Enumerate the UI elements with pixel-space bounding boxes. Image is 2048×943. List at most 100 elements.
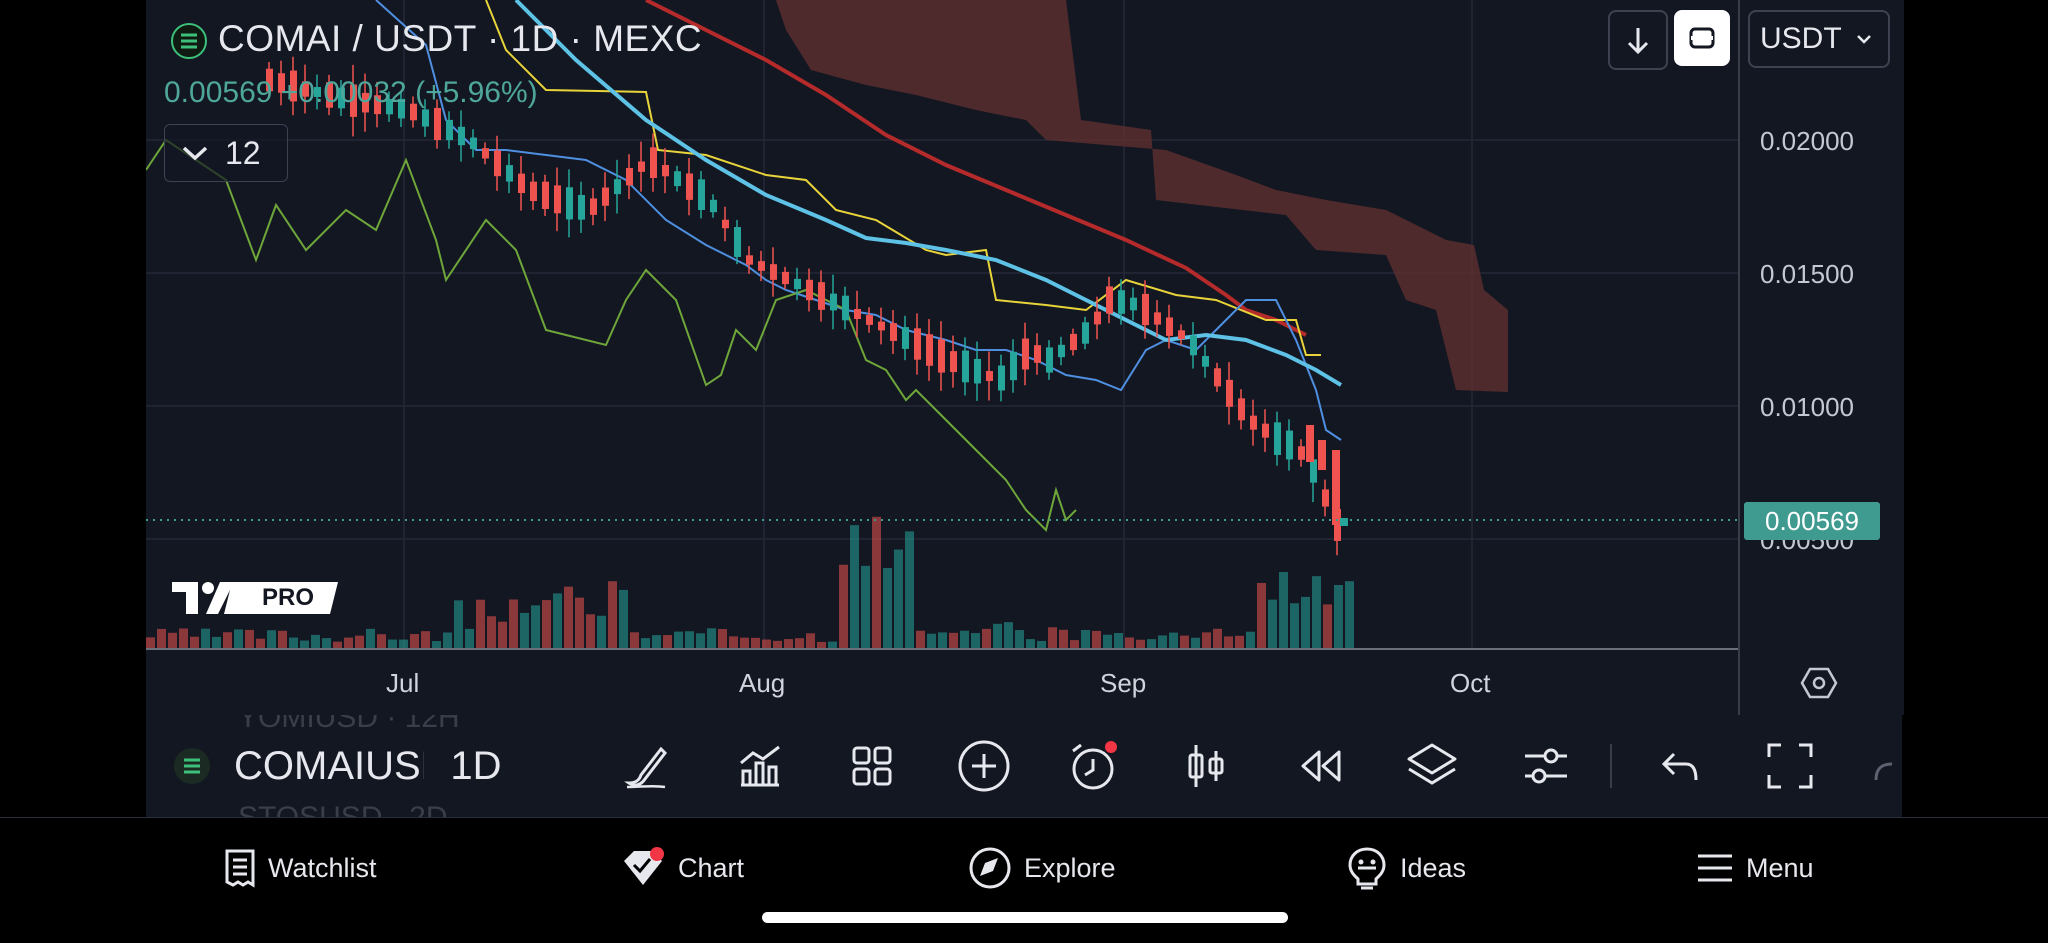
volume-bar	[916, 630, 925, 648]
price-tick: 0.01000	[1760, 392, 1854, 422]
volume-bar	[1301, 596, 1310, 648]
chart-icon	[624, 847, 664, 885]
volume-bar	[1345, 581, 1354, 648]
nav-ideas[interactable]: Ideas	[1346, 818, 1466, 918]
replay-icon[interactable]	[1290, 715, 1350, 817]
symbol-search-button[interactable]: COMAIUSDT	[234, 743, 424, 788]
candle-body	[398, 98, 405, 119]
volume-bar	[245, 629, 254, 648]
candle-body	[878, 321, 885, 331]
volume-bar	[905, 531, 914, 648]
price-tick: 0.01500	[1760, 259, 1854, 289]
symbol-logo-icon	[172, 715, 212, 817]
volume-bar	[1180, 635, 1189, 648]
candle-body	[482, 148, 489, 159]
candle-body	[1094, 311, 1101, 325]
candle-body	[962, 350, 969, 383]
candle-body	[1332, 450, 1340, 525]
volume-bar	[960, 630, 969, 648]
time-axis[interactable]: Jul Aug Sep Oct	[146, 648, 1738, 717]
nav-menu[interactable]: Menu	[1696, 818, 1814, 918]
chart-pane[interactable]	[146, 0, 1738, 648]
undo-icon[interactable]	[1650, 715, 1710, 817]
behind-watchlist-row: YOMIUSD · 12H	[238, 715, 460, 734]
add-icon[interactable]	[954, 715, 1014, 817]
candle-body	[1306, 425, 1314, 462]
chevron-down-icon	[165, 144, 225, 162]
volume-bar	[707, 628, 716, 648]
volume-bar	[1070, 640, 1079, 648]
candle-body	[806, 279, 813, 301]
alert-icon[interactable]	[1064, 715, 1124, 817]
grid	[146, 0, 1738, 648]
layout-grid-icon[interactable]	[842, 715, 902, 817]
volume-bar	[289, 637, 298, 648]
candle-body	[554, 185, 561, 214]
candlesticks	[266, 56, 1348, 556]
interval-button[interactable]: 1D	[450, 743, 502, 788]
candle-body	[770, 264, 777, 280]
currency-select[interactable]: USDT	[1748, 10, 1890, 68]
candle-body	[1166, 317, 1173, 336]
volume-bar	[234, 629, 243, 648]
volume-bar	[1246, 631, 1255, 648]
nav-watchlist[interactable]: Watchlist	[224, 818, 377, 918]
yellow-line	[485, 0, 1321, 356]
layers-icon[interactable]	[1402, 715, 1462, 817]
scale-settings-icon[interactable]	[1800, 666, 1838, 700]
chart-canvas[interactable]	[146, 0, 1738, 648]
volume-bar	[1213, 628, 1222, 648]
volume-bar	[1048, 627, 1057, 648]
volume-bar	[300, 640, 309, 648]
volume-bar	[784, 639, 793, 648]
month-label: Aug	[739, 668, 786, 698]
volume-bar	[1191, 637, 1200, 648]
candle-body	[746, 255, 753, 265]
candle-body	[758, 261, 765, 271]
month-label: Oct	[1450, 668, 1491, 698]
nav-label: Chart	[678, 852, 745, 883]
last-price-label: 0.00569	[1744, 502, 1880, 540]
fullscreen-icon[interactable]	[1760, 715, 1820, 817]
scroll-to-latest-button[interactable]	[1608, 10, 1668, 70]
nav-label: Ideas	[1400, 852, 1467, 883]
indicators-icon[interactable]	[730, 715, 790, 817]
volume-bar	[1103, 634, 1112, 648]
candle-body	[1250, 415, 1257, 430]
volume-bar	[641, 638, 650, 648]
volume-bar	[718, 629, 727, 648]
nav-chart[interactable]: Chart	[620, 818, 744, 918]
indicators-toggle[interactable]: 12	[164, 124, 288, 182]
candle-body	[338, 87, 345, 109]
volume-bar	[894, 549, 903, 648]
brush-icon[interactable]	[616, 715, 676, 817]
volume-bar	[278, 630, 287, 648]
candle-body	[698, 179, 705, 210]
month-label: Jul	[386, 668, 420, 698]
nav-explore[interactable]: Explore	[968, 818, 1116, 918]
volume-bar	[696, 633, 705, 648]
chart-mode-button[interactable]	[1674, 10, 1730, 66]
candle-body	[1190, 335, 1197, 356]
volume-bar	[927, 633, 936, 648]
candle-body	[506, 165, 513, 182]
candle-body	[602, 187, 609, 206]
candle-body	[1130, 297, 1137, 311]
indicators-count: 12	[225, 134, 261, 171]
candle-body	[1226, 379, 1233, 407]
candle-body	[986, 371, 993, 381]
volume-bar	[971, 633, 980, 648]
volume-bar	[652, 635, 661, 648]
volume-bar	[828, 641, 837, 648]
home-indicator[interactable]	[762, 912, 1288, 923]
candle-body	[1022, 338, 1029, 370]
candle-body	[734, 227, 741, 257]
bar-style-icon[interactable]	[1176, 715, 1236, 817]
price-scale[interactable]: USDT 0.02000 0.01500 0.01000 0.00500 0.0…	[1738, 0, 1904, 715]
volume-bar	[1334, 584, 1343, 648]
settings-sliders-icon[interactable]	[1516, 715, 1576, 817]
chart-toolbar[interactable]: YOMIUSD · 12H STOSUSD · 2D COMAIUSDT 1D	[146, 715, 1902, 817]
volume-bar	[1081, 629, 1090, 648]
redo-icon[interactable]	[1872, 715, 1902, 817]
symbol-legend[interactable]: COMAI / USDT · 1D · MEXC	[218, 18, 703, 59]
